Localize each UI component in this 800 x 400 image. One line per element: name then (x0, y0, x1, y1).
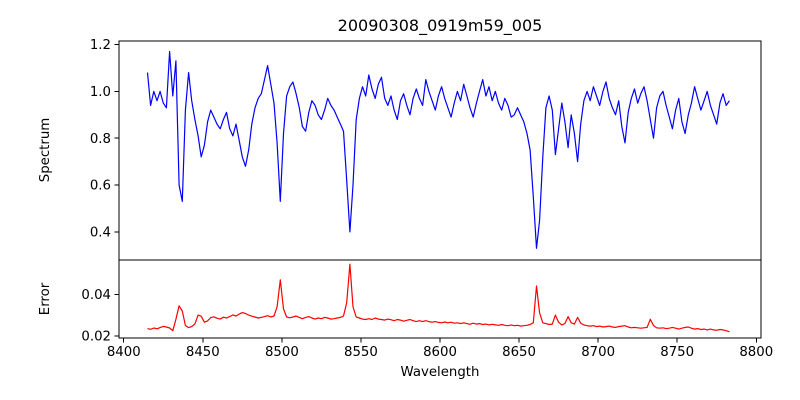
y-tick-label: 1.0 (90, 85, 111, 100)
chart-title: 20090308_0919m59_005 (338, 16, 543, 36)
error-line (147, 263, 730, 333)
x-tick-label: 8650 (502, 345, 536, 360)
x-tick-label: 8450 (186, 345, 220, 360)
y-tick-label: 0.4 (90, 226, 111, 241)
y-tick-label: 0.02 (81, 330, 111, 345)
axes-border (118, 259, 762, 339)
x-tick-label: 8600 (423, 345, 457, 360)
y-tick-label: 0.6 (90, 179, 111, 194)
error-axis-label: Error (38, 282, 53, 315)
y-tick-label: 1.2 (90, 38, 111, 53)
axes-border (118, 40, 762, 261)
y-tick-label: 0.8 (90, 132, 111, 147)
spectrum-axis-label: Spectrum (38, 118, 53, 182)
x-tick-label: 8550 (344, 345, 378, 360)
x-axis-label: Wavelength (401, 365, 480, 380)
spectrum-line (146, 50, 730, 249)
x-tick-label: 8800 (739, 345, 773, 360)
x-tick-label: 8700 (581, 345, 615, 360)
x-tick-label: 8500 (265, 345, 299, 360)
x-tick-label: 8400 (107, 345, 141, 360)
x-tick-label: 8750 (660, 345, 694, 360)
y-tick-label: 0.04 (81, 288, 111, 303)
